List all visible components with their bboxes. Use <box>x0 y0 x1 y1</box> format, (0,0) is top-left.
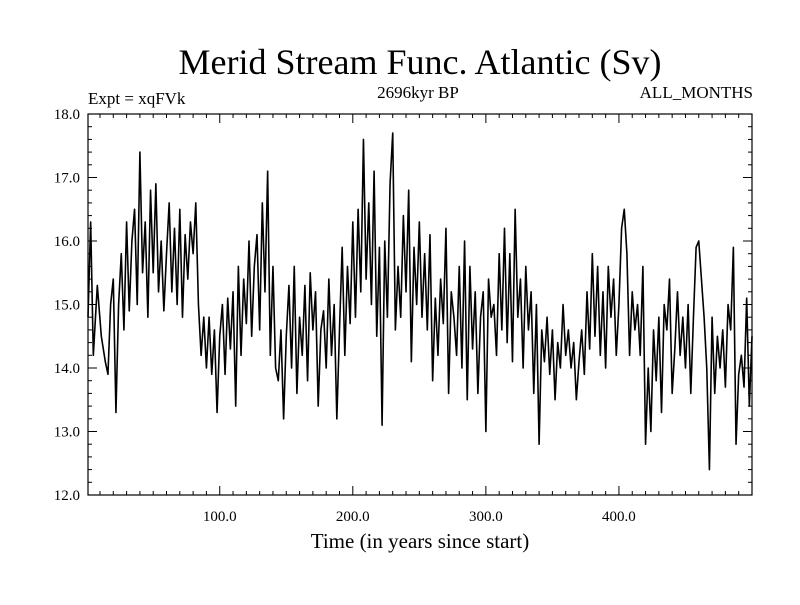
chart-title: Merid Stream Func. Atlantic (Sv) <box>179 42 662 82</box>
y-tick-label: 14.0 <box>54 361 80 377</box>
y-tick-label: 12.0 <box>54 488 80 504</box>
period-label: 2696kyr BP <box>377 83 459 102</box>
y-tick-label: 16.0 <box>54 234 80 250</box>
y-tick-label: 13.0 <box>54 425 80 441</box>
plot-frame <box>87 113 753 496</box>
y-tick-label: 18.0 <box>54 107 80 123</box>
experiment-label: Expt = xqFVk <box>88 89 186 108</box>
x-tick-label: 400.0 <box>602 509 636 525</box>
months-label: ALL_MONTHS <box>640 83 753 102</box>
x-tick-label: 300.0 <box>469 509 503 525</box>
axis-ticks: 12.0 13.0 14.0 15.0 16.0 17.0 18.0 100.0 200.0 30… <box>54 107 752 525</box>
x-axis-title: Time (in years since start) <box>311 529 530 553</box>
x-tick-label: 100.0 <box>203 509 237 525</box>
y-tick-label: 17.0 <box>54 171 80 187</box>
x-tick-label: 200.0 <box>336 509 370 525</box>
y-tick-label: 15.0 <box>54 298 80 314</box>
series-line <box>87 132 753 471</box>
series-layer <box>87 132 753 471</box>
